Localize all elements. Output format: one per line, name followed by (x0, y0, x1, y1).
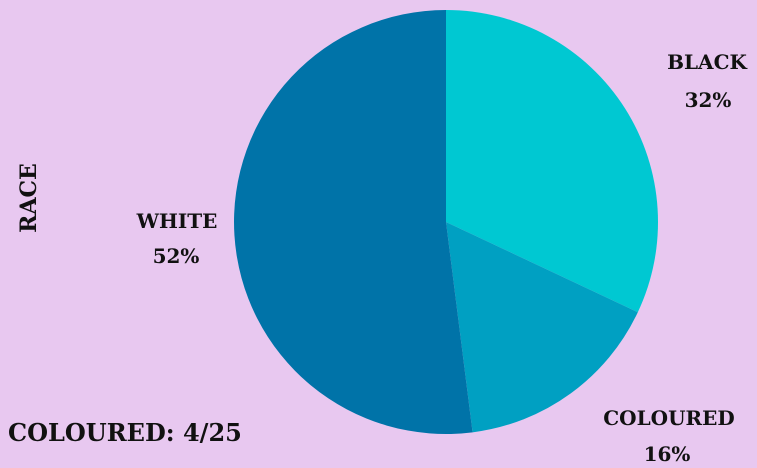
pie-slice-coloured (446, 222, 638, 433)
slice-value-black: 32% (685, 88, 732, 112)
slice-value-coloured: 16% (644, 442, 691, 466)
slice-label-coloured: COLOURED (603, 406, 734, 430)
y-axis-label: RACE (16, 163, 42, 233)
pie-slices (234, 10, 658, 435)
slice-label-white: WHITE (136, 209, 218, 233)
pie-slice-white (234, 10, 473, 435)
pie-slice-black (446, 10, 658, 313)
slice-value-white: 52% (153, 244, 200, 268)
slice-label-black: BLACK (667, 50, 747, 74)
coloured-footnote: COLOURED: 4/25 (8, 418, 242, 447)
